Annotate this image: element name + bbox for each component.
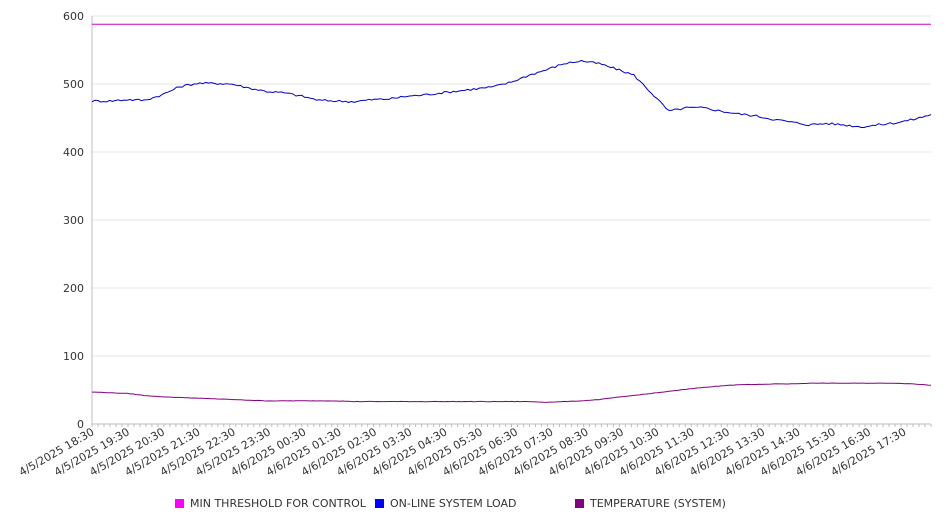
legend-item-temperature[interactable]: TEMPERATURE (SYSTEM) bbox=[575, 497, 726, 510]
x-axis-tick-labels: 4/5/2025 18:304/5/2025 19:304/5/2025 20:… bbox=[17, 425, 909, 479]
legend-swatch-temperature bbox=[575, 499, 584, 508]
series-lines bbox=[91, 23, 932, 403]
legend-label-temperature: TEMPERATURE (SYSTEM) bbox=[590, 497, 726, 510]
y-axis-tick-labels: 0 100 200 300 400 500 600 bbox=[63, 10, 84, 431]
legend-swatch-system-load bbox=[375, 499, 384, 508]
y-tick-label: 500 bbox=[63, 78, 84, 91]
grid-lines bbox=[92, 15, 931, 357]
y-tick-label: 200 bbox=[63, 282, 84, 295]
y-tick-label: 600 bbox=[63, 10, 84, 23]
series-line-temperature bbox=[92, 382, 932, 403]
legend-label-system-load: ON-LINE SYSTEM LOAD bbox=[390, 497, 517, 510]
y-tick-label: 300 bbox=[63, 214, 84, 227]
series-line-system-load bbox=[91, 60, 932, 128]
y-tick-label: 400 bbox=[63, 146, 84, 159]
legend-label-min-threshold: MIN THRESHOLD FOR CONTROL bbox=[190, 497, 366, 510]
legend-item-min-threshold[interactable]: MIN THRESHOLD FOR CONTROL bbox=[175, 497, 366, 510]
legend: MIN THRESHOLD FOR CONTROL ON-LINE SYSTEM… bbox=[0, 497, 946, 515]
y-tick-label: 100 bbox=[63, 350, 84, 363]
legend-swatch-min-threshold bbox=[175, 499, 184, 508]
legend-item-system-load[interactable]: ON-LINE SYSTEM LOAD bbox=[375, 497, 516, 510]
y-tick-label: 0 bbox=[77, 418, 84, 431]
axes bbox=[91, 16, 932, 427]
